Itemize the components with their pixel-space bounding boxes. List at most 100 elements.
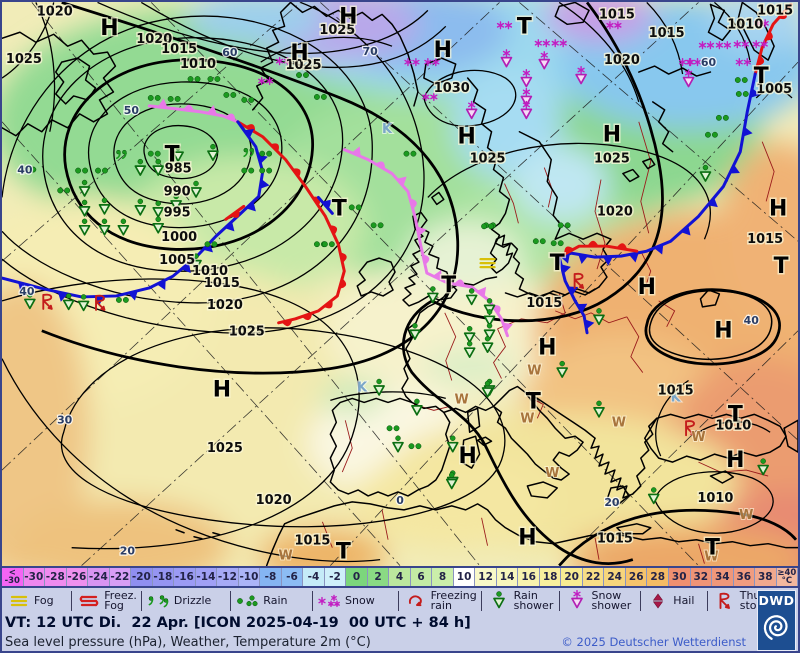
svg-text:40: 40 xyxy=(19,285,35,298)
svg-text:T: T xyxy=(728,402,743,427)
temp-scale-cell: -22 xyxy=(109,568,132,586)
symbol-fog xyxy=(479,257,496,269)
legend-item-label: Rain shower xyxy=(513,588,554,612)
symbol-rain_shower xyxy=(463,340,476,358)
symbol-rain_pair xyxy=(95,167,108,174)
valid-time-line: VT: 12 UTC Di. 22 Apr. [ICON 2025-04-19 … xyxy=(2,613,798,633)
symbol-rain_pair xyxy=(403,150,417,157)
symbol-rain_shower xyxy=(483,309,496,327)
temp-scale-cell: -20 xyxy=(131,568,153,586)
svg-text:H: H xyxy=(769,196,787,221)
svg-text:T: T xyxy=(754,64,769,89)
legend-item-freezing: Freezing rain xyxy=(401,588,479,613)
svg-text:H: H xyxy=(538,336,556,361)
legend-divider xyxy=(706,590,708,611)
svg-text:1010: 1010 xyxy=(715,418,751,433)
svg-text:1020: 1020 xyxy=(37,4,73,19)
legend-divider xyxy=(480,590,482,611)
symbol-rain_shower xyxy=(152,216,165,234)
svg-text:H: H xyxy=(458,125,476,150)
temp-scale-cell: 8 xyxy=(432,568,454,586)
dwd-spiral-icon xyxy=(763,615,788,640)
symbol-snow_pair xyxy=(606,21,622,30)
symbol-rain_shower xyxy=(62,293,75,311)
symbol-snow_pair xyxy=(753,19,769,28)
svg-text:H: H xyxy=(638,275,656,300)
legend-item-snow: Snow xyxy=(315,588,396,613)
symbol-rain_pair xyxy=(241,96,255,103)
temp-scale-cell: -12 xyxy=(217,568,239,586)
symbol-rain_shower xyxy=(556,360,569,378)
svg-text:1020: 1020 xyxy=(597,204,633,219)
legend-item-label: Drizzle xyxy=(173,593,212,607)
legend-item-label: Freezing rain xyxy=(430,588,477,612)
rain_shower-icon xyxy=(492,590,505,608)
svg-text:1015: 1015 xyxy=(649,26,685,41)
temp-scale-cell: -30 xyxy=(23,568,46,586)
symbol-drizzle xyxy=(116,149,127,160)
svg-text:50: 50 xyxy=(124,104,140,117)
svg-text:20: 20 xyxy=(120,545,136,558)
temperature-scale: < -30 -30 -28 -26 -24 -22 -20 -18 -16 -14 -12 -10 -8-… xyxy=(2,566,798,588)
symbol-snow_pair xyxy=(422,92,438,102)
symbol-rain_shower xyxy=(98,218,111,236)
symbol-snow_shower xyxy=(682,68,695,88)
svg-text:1015: 1015 xyxy=(161,42,197,57)
symbol-rain_pair xyxy=(115,296,129,303)
temp-scale-cell: -16 xyxy=(174,568,196,586)
svg-text:W: W xyxy=(612,415,626,430)
symbol-rain_pair xyxy=(705,131,718,138)
symbol-rain_shower xyxy=(481,335,494,354)
svg-text:1030: 1030 xyxy=(434,81,470,96)
symbol-snow_pair xyxy=(715,41,731,50)
map-footer: < -30 -30 -28 -26 -24 -22 -20 -18 -16 -14 -12 -10 -8-… xyxy=(2,566,798,651)
symbol-rain_pair xyxy=(550,240,564,247)
svg-text:1020: 1020 xyxy=(604,53,640,68)
svg-text:1015: 1015 xyxy=(658,383,694,398)
temp-scale-cell: 30 xyxy=(668,568,691,586)
temp-scale-cell: ≥40 °C xyxy=(776,567,798,586)
svg-text:1015: 1015 xyxy=(599,7,635,22)
symbol-snow_pair xyxy=(275,57,292,66)
freezrain-icon xyxy=(408,594,422,606)
svg-text:W: W xyxy=(691,430,705,445)
legend-item-rain: Rain shower xyxy=(484,588,557,613)
legend-divider xyxy=(397,590,399,611)
svg-text:1005: 1005 xyxy=(159,253,195,268)
svg-text:990: 990 xyxy=(164,184,191,199)
symbol-rain_shower xyxy=(117,218,130,236)
symbol-snow_shower xyxy=(500,49,513,68)
svg-text:1000: 1000 xyxy=(161,230,197,245)
symbol-snow_pair xyxy=(424,58,440,67)
symbol-rain_shower xyxy=(98,197,111,215)
svg-text:H: H xyxy=(339,4,357,29)
symbol-snow_shower xyxy=(575,65,587,85)
symbol-rain_pair xyxy=(147,94,161,101)
symbol-rain_pair xyxy=(57,187,71,194)
symbol-snow_shower xyxy=(538,51,551,70)
symbol-rain_pair xyxy=(532,238,546,245)
temp-scale-cell: 6 xyxy=(410,568,433,586)
symbol-rain_pair xyxy=(147,150,161,157)
symbol-snow_shower xyxy=(520,100,533,120)
temp-scale-cell: -28 xyxy=(45,568,67,586)
symbol-rain_shower xyxy=(190,253,202,271)
svg-text:40: 40 xyxy=(17,164,33,177)
svg-text:1015: 1015 xyxy=(294,534,330,549)
legend-item-snow: Snow shower xyxy=(562,588,639,613)
svg-text:W: W xyxy=(278,549,292,564)
legend-item-fog: Fog xyxy=(4,588,69,613)
svg-text:1010: 1010 xyxy=(697,491,733,506)
symbol-rain_pair xyxy=(259,150,273,157)
svg-text:W: W xyxy=(739,508,753,523)
svg-text:H: H xyxy=(459,444,477,469)
svg-text:W: W xyxy=(527,364,541,379)
svg-text:H: H xyxy=(603,123,621,148)
temp-scale-cell: 32 xyxy=(690,568,713,586)
symbol-rain_shower xyxy=(77,294,90,312)
symbol-snow_pair xyxy=(752,40,768,49)
temp-scale-cell: -14 xyxy=(195,568,218,586)
svg-text:K: K xyxy=(382,122,393,137)
temp-scale-cell: -26 xyxy=(66,568,89,586)
symbol-rain_pair xyxy=(259,167,273,174)
